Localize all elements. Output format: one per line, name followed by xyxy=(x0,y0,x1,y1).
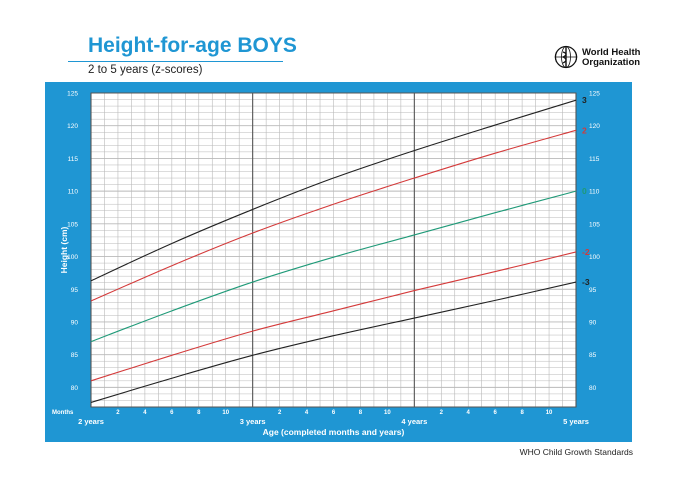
footer-source: WHO Child Growth Standards xyxy=(519,447,633,457)
series-line-3 xyxy=(90,99,577,282)
series-line-0 xyxy=(90,190,577,343)
y-tick-label-left: 95 xyxy=(71,287,79,294)
y-tick-label-right: 125 xyxy=(589,91,600,98)
series-line-2 xyxy=(90,129,577,302)
x-month-tick-label: 10 xyxy=(546,410,553,416)
y-tick-label-left: 115 xyxy=(68,156,79,163)
x-month-tick-label: 6 xyxy=(332,410,336,416)
y-tick-label-right: 80 xyxy=(589,385,597,392)
y-tick-label-right: 120 xyxy=(589,123,600,130)
y-tick-label-right: 115 xyxy=(589,156,600,163)
logo-text: World Health Organization xyxy=(582,48,644,68)
x-year-tick-label: 3 years xyxy=(240,417,266,426)
page-subtitle: 2 to 5 years (z-scores) xyxy=(88,64,203,76)
x-month-tick-label: 8 xyxy=(197,410,201,416)
series-label-2: 2 xyxy=(582,125,587,135)
series-label--3: -3 xyxy=(582,277,590,287)
page-title: Height-for-age BOYS xyxy=(88,34,297,57)
x-month-tick-label: 8 xyxy=(520,410,524,416)
y-tick-label-right: 100 xyxy=(589,254,600,261)
series-line--2 xyxy=(90,251,577,382)
y-tick-label-left: 105 xyxy=(67,221,78,228)
x-months-caption: Months xyxy=(52,410,74,416)
series-label--2: -2 xyxy=(582,247,590,257)
x-axis-title: Age (completed months and years) xyxy=(263,427,405,437)
who-emblem-icon xyxy=(554,45,578,69)
series-line--3 xyxy=(90,281,577,403)
y-tick-label-right: 105 xyxy=(589,221,600,228)
x-month-tick-label: 2 xyxy=(116,410,120,416)
height-for-age-chart: 80 80 85 85 90 90 95 95 100 100 105 105 110 110 115 115… xyxy=(45,82,632,442)
y-tick-label-left: 125 xyxy=(67,91,78,98)
y-tick-label-right: 95 xyxy=(589,287,597,294)
y-tick-label-right: 90 xyxy=(589,319,597,326)
x-year-tick-label: 4 years xyxy=(401,417,427,426)
x-month-tick-label: 2 xyxy=(440,410,444,416)
x-month-tick-label: 2 xyxy=(278,410,282,416)
logo-line-1: World Health xyxy=(582,47,641,58)
y-tick-label-right: 85 xyxy=(589,352,597,359)
y-tick-label-right: 110 xyxy=(589,189,600,196)
x-month-tick-label: 10 xyxy=(384,410,391,416)
x-month-tick-label: 10 xyxy=(222,410,229,416)
x-month-tick-label: 4 xyxy=(143,410,147,416)
x-year-tick-label: 5 years xyxy=(563,417,589,426)
series-label-3: 3 xyxy=(582,95,587,105)
x-month-tick-label: 8 xyxy=(359,410,363,416)
who-logo: World Health Organization xyxy=(553,44,643,74)
y-tick-label-left: 85 xyxy=(71,352,79,359)
plot-border xyxy=(90,92,577,408)
x-month-tick-label: 4 xyxy=(467,410,471,416)
series-label-0: 0 xyxy=(582,186,587,196)
x-month-tick-label: 4 xyxy=(305,410,309,416)
y-axis-title: Height (cm) xyxy=(59,226,69,273)
logo-line-2: Organization xyxy=(582,57,641,68)
x-month-tick-label: 6 xyxy=(493,410,497,416)
y-tick-label-left: 100 xyxy=(67,254,78,261)
x-month-tick-label: 6 xyxy=(170,410,174,416)
y-tick-label-left: 90 xyxy=(71,319,79,326)
x-year-tick-label: 2 years xyxy=(78,417,104,426)
y-tick-label-left: 80 xyxy=(71,385,79,392)
title-divider xyxy=(68,61,283,62)
y-tick-label-left: 120 xyxy=(67,123,78,130)
y-tick-label-left: 110 xyxy=(68,189,79,196)
